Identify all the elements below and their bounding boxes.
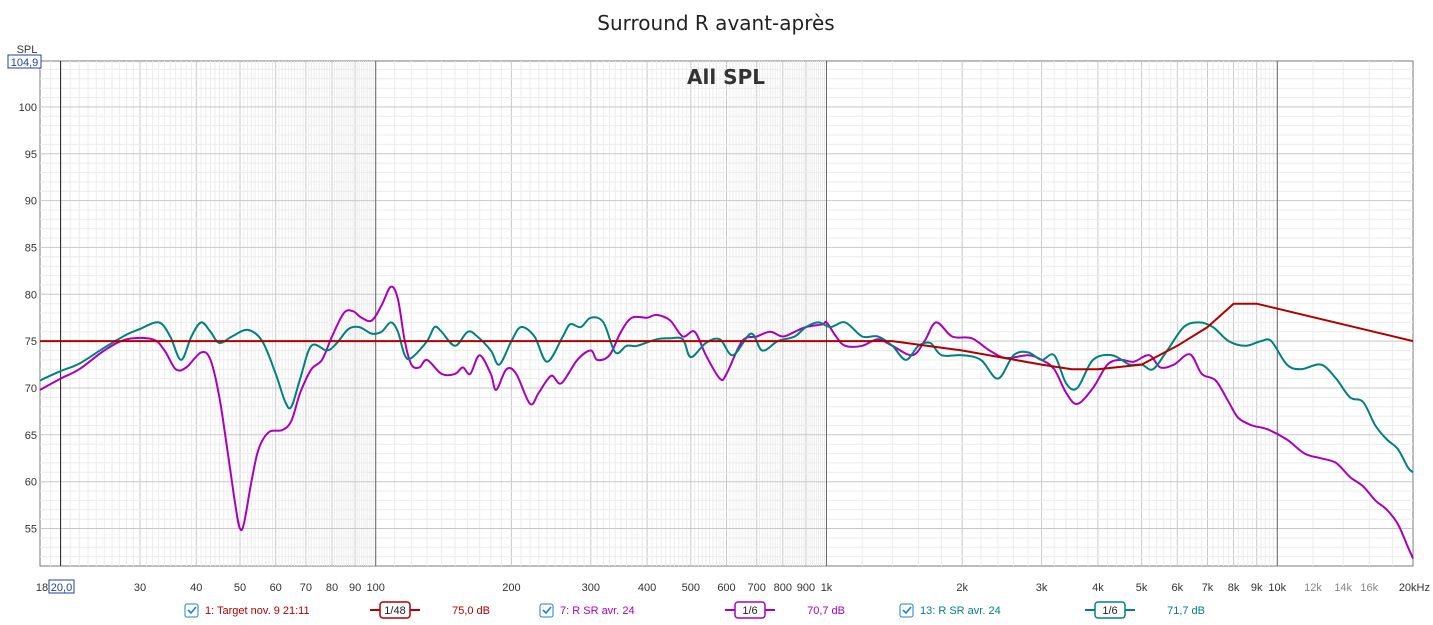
legend-checkbox[interactable]: [900, 604, 913, 617]
legend-series-name: 1: Target nov. 9 21:11: [205, 605, 310, 617]
x-tick-label: 30: [134, 582, 146, 594]
legend-level: 70,7 dB: [807, 605, 845, 617]
y-tick-label: 90: [25, 196, 37, 208]
chart-subtitle: All SPL: [687, 65, 765, 89]
legend-checkbox[interactable]: [540, 604, 553, 617]
y-axis-label: SPL: [17, 44, 38, 56]
y-tick-label: 85: [25, 242, 37, 254]
legend: 1: Target nov. 9 21:11 1/48 75,0 dB 7: R SR…: [185, 602, 1205, 618]
y-axis-ticks: 55 60 65 70 75 80 85 90 95 100: [19, 102, 37, 536]
x-tick-label: 9k: [1251, 582, 1263, 594]
legend-series-name: 7: R SR avr. 24: [560, 605, 635, 617]
smoothing-label: 1/6: [742, 605, 757, 617]
x-tick-label: 4k: [1092, 582, 1104, 594]
x-start-box[interactable]: 20,0: [49, 580, 74, 594]
x-tick-label: 18: [36, 582, 48, 594]
x-tick-label: 7k: [1202, 582, 1214, 594]
y-max-box[interactable]: 104,9: [8, 55, 41, 69]
x-tick-label: 40: [190, 582, 202, 594]
x-axis-ticks: 18 30 40 50 60 70 80 90 100 200 300 400 500 600 700 800…: [36, 582, 1430, 594]
x-tick-label: 12k: [1304, 582, 1322, 594]
y-max-value: 104,9: [11, 57, 39, 69]
x-tick-label: 900: [797, 582, 815, 594]
x-tick-label: 600: [717, 582, 735, 594]
x-tick-label: 70: [300, 582, 312, 594]
legend-series-name: 13: R SR avr. 24: [920, 605, 1001, 617]
x-tick-label: 14k: [1334, 582, 1352, 594]
y-tick-label: 75: [25, 336, 37, 348]
y-tick-label: 100: [19, 102, 37, 114]
smoothing-label: 1/6: [1102, 605, 1117, 617]
x-tick-label: 80: [326, 582, 338, 594]
x-tick-label: 500: [682, 582, 700, 594]
x-tick-label: 300: [582, 582, 600, 594]
x-tick-label: 60: [270, 582, 282, 594]
x-tick-label: 3k: [1036, 582, 1048, 594]
x-tick-label: 90: [349, 582, 361, 594]
legend-level: 71,7 dB: [1167, 605, 1205, 617]
chart-title: Surround R avant-après: [597, 11, 834, 35]
x-tick-label: 16k: [1360, 582, 1378, 594]
legend-item-3: 13: R SR avr. 24 1/6 71,7 dB: [900, 602, 1205, 618]
y-tick-label: 70: [25, 383, 37, 395]
x-tick-label: 100: [367, 582, 385, 594]
x-tick-label: 1k: [821, 582, 833, 594]
x-tick-label: 6k: [1171, 582, 1183, 594]
y-tick-label: 80: [25, 289, 37, 301]
x-tick-label: 5k: [1136, 582, 1148, 594]
y-tick-label: 65: [25, 430, 37, 442]
x-tick-label: 400: [638, 582, 656, 594]
x-start-value: 20,0: [51, 582, 72, 594]
y-tick-label: 55: [25, 524, 37, 536]
x-tick-label: 700: [748, 582, 766, 594]
x-tick-label: 2k: [956, 582, 968, 594]
x-tick-label: 200: [502, 582, 520, 594]
x-tick-label: 50: [234, 582, 246, 594]
smoothing-label: 1/48: [384, 605, 405, 617]
legend-item-2: 7: R SR avr. 24 1/6 70,7 dB: [540, 602, 845, 618]
legend-level: 75,0 dB: [452, 605, 490, 617]
x-tick-label: 20kHz: [1399, 582, 1430, 594]
x-tick-label: 8k: [1228, 582, 1240, 594]
x-tick-label: 10k: [1268, 582, 1286, 594]
y-tick-label: 60: [25, 477, 37, 489]
legend-item-1: 1: Target nov. 9 21:11 1/48 75,0 dB: [185, 602, 490, 618]
y-tick-label: 95: [25, 149, 37, 161]
x-tick-label: 800: [774, 582, 792, 594]
legend-checkbox[interactable]: [185, 604, 198, 617]
